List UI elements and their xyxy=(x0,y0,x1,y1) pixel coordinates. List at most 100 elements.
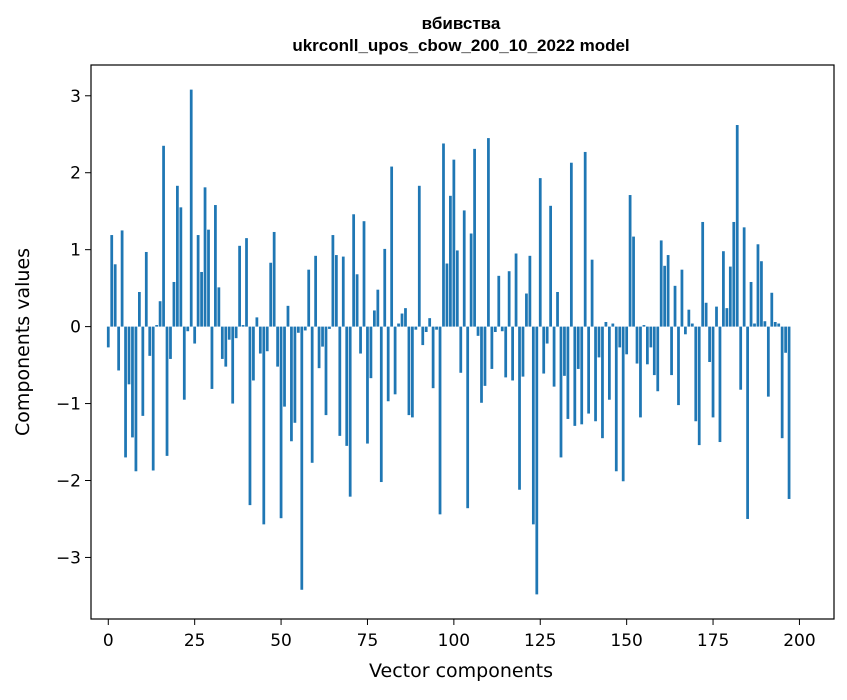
bar-component-58 xyxy=(307,269,311,327)
bar-component-114 xyxy=(500,326,504,332)
bar-component-32 xyxy=(217,287,221,327)
bar-component-38 xyxy=(238,245,241,327)
bar-component-164 xyxy=(673,285,677,327)
bar-component-186 xyxy=(749,281,753,327)
bar-component-36 xyxy=(231,326,235,404)
bar-component-195 xyxy=(780,326,784,439)
bar-component-65 xyxy=(331,235,335,327)
bar-component-169 xyxy=(690,323,694,327)
bar-component-158 xyxy=(652,326,656,376)
bar-component-143 xyxy=(601,326,604,439)
bar-component-12 xyxy=(148,326,152,356)
bar-component-33 xyxy=(220,326,224,359)
bar-component-77 xyxy=(372,310,376,327)
x-tick-label: 25 xyxy=(184,631,206,651)
bar-component-105 xyxy=(469,233,473,327)
bar-component-45 xyxy=(262,326,266,525)
bar-component-37 xyxy=(234,326,238,339)
bar-component-146 xyxy=(611,323,615,327)
bar-component-0 xyxy=(106,326,110,348)
bar-component-71 xyxy=(352,214,356,327)
bar-component-81 xyxy=(386,326,390,402)
bar-component-116 xyxy=(507,271,511,327)
x-tick-label: 100 xyxy=(438,631,470,651)
bar-component-39 xyxy=(241,325,245,327)
bar-component-57 xyxy=(303,326,307,331)
bar-component-170 xyxy=(694,326,698,422)
bar-component-55 xyxy=(296,326,300,333)
bar-component-29 xyxy=(207,229,210,327)
bar-component-109 xyxy=(483,326,487,386)
bar-component-175 xyxy=(711,326,715,418)
bar-component-166 xyxy=(680,269,684,327)
bar-component-124 xyxy=(535,326,539,595)
bar-component-20 xyxy=(176,185,179,327)
bar-component-130 xyxy=(556,291,559,327)
bar-component-113 xyxy=(497,275,501,327)
bar-component-111 xyxy=(490,326,494,369)
bar-component-79 xyxy=(379,326,383,483)
bar-component-69 xyxy=(345,326,349,446)
bar-component-103 xyxy=(462,210,466,327)
bar-component-119 xyxy=(518,326,521,490)
bar-component-22 xyxy=(182,326,186,400)
bar-component-30 xyxy=(210,326,214,389)
bar-component-98 xyxy=(445,263,449,327)
bar-component-1 xyxy=(110,235,114,327)
bar-component-63 xyxy=(324,326,328,416)
bar-component-90 xyxy=(417,185,421,327)
bar-component-149 xyxy=(621,326,625,482)
x-tick-label: 200 xyxy=(783,631,815,651)
bar-component-49 xyxy=(276,326,279,367)
bar-component-134 xyxy=(569,162,573,327)
x-tick-label: 150 xyxy=(610,631,642,651)
bar-component-40 xyxy=(245,238,248,327)
bar-component-6 xyxy=(127,326,131,385)
bar-component-112 xyxy=(493,326,497,332)
bar-component-179 xyxy=(725,308,729,327)
y-tick-label: 3 xyxy=(70,87,81,107)
bar-component-177 xyxy=(718,326,722,443)
bar-component-85 xyxy=(400,313,404,327)
bar-component-76 xyxy=(369,326,373,379)
bar-component-197 xyxy=(787,326,791,499)
bar-component-78 xyxy=(376,289,380,327)
bar-component-123 xyxy=(531,326,535,525)
bar-component-163 xyxy=(670,326,673,376)
bar-component-138 xyxy=(583,151,587,327)
bar-component-68 xyxy=(341,256,345,327)
bar-component-13 xyxy=(151,326,155,471)
bar-component-74 xyxy=(362,221,366,327)
bar-component-142 xyxy=(597,326,601,358)
bar-component-26 xyxy=(196,235,200,327)
bar-component-87 xyxy=(407,326,411,416)
bar-component-176 xyxy=(715,306,718,327)
bar-component-31 xyxy=(214,205,217,327)
bar-component-92 xyxy=(424,326,428,332)
bar-component-117 xyxy=(511,326,514,381)
bar-component-53 xyxy=(290,326,293,442)
bar-component-132 xyxy=(563,326,566,376)
bar-component-133 xyxy=(566,326,570,419)
bar-component-165 xyxy=(677,326,680,406)
bars-layer xyxy=(106,89,791,595)
bar-component-140 xyxy=(590,259,594,327)
bar-component-160 xyxy=(659,240,663,327)
bar-component-5 xyxy=(124,326,127,458)
plot-frame xyxy=(90,64,835,620)
bar-component-102 xyxy=(459,326,463,373)
bar-component-136 xyxy=(576,326,580,369)
bar-component-42 xyxy=(252,326,255,381)
bar-component-50 xyxy=(279,326,283,519)
bar-component-122 xyxy=(528,255,532,327)
y-tick-label: 1 xyxy=(70,241,81,261)
bar-component-153 xyxy=(635,326,639,364)
bar-component-150 xyxy=(625,326,629,355)
bar-component-148 xyxy=(618,326,622,348)
bar-component-24 xyxy=(189,89,193,327)
x-tick-label: 175 xyxy=(697,631,729,651)
bar-component-18 xyxy=(169,326,172,359)
bar-component-72 xyxy=(355,274,359,327)
